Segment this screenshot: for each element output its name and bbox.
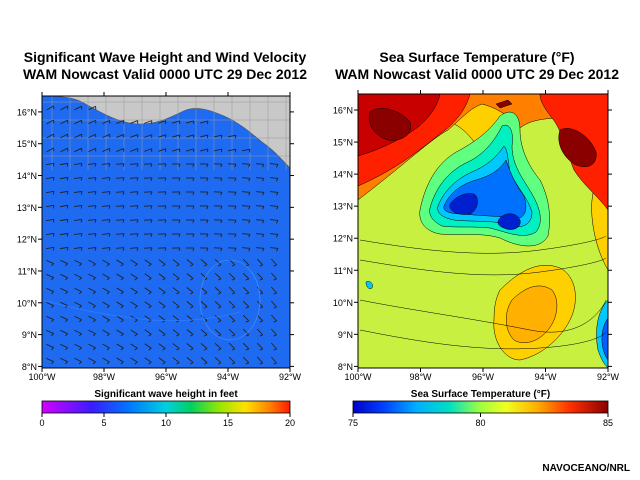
- right-lat-label: 10°N: [333, 298, 353, 308]
- right-lat-label: 11°N: [334, 266, 353, 276]
- right-lon-label: 98°W: [409, 372, 432, 382]
- left-lat-label: 14°N: [17, 171, 37, 181]
- wave-colorbar-label: Significant wave height in feet: [94, 389, 238, 400]
- left-sea-area: [42, 96, 290, 368]
- right-lon-label: 94°W: [534, 372, 557, 382]
- left-lon-label: 100°W: [28, 372, 56, 382]
- left-map-title: Significant Wave Height and Wind Velocit…: [5, 49, 325, 83]
- right-lat-label: 9°N: [338, 330, 353, 340]
- left-lon-label: 94°W: [217, 372, 240, 382]
- left-lat-label: 11°N: [18, 266, 37, 276]
- left-lat-label: 10°N: [17, 298, 37, 308]
- sst-colorbar-label: Sea Surface Temperature (°F): [410, 389, 551, 400]
- right-title-line2: WAM Nowcast Valid 0000 UTC 29 Dec 2012: [334, 66, 619, 82]
- right-title-line1: Sea Surface Temperature (°F): [379, 49, 575, 65]
- wave-contour-2: [42, 299, 241, 322]
- right-lat-label: 13°N: [333, 202, 353, 212]
- left-lon-label: 92°W: [279, 372, 302, 382]
- right-lon-label: 100°W: [344, 372, 372, 382]
- right-map-title: Sea Surface Temperature (°F) WAM Nowcast…: [318, 49, 636, 83]
- left-title-line2: WAM Nowcast Valid 0000 UTC 29 Dec 2012: [22, 66, 307, 82]
- left-lon-label: 98°W: [93, 372, 116, 382]
- right-lat-label: 8°N: [338, 362, 353, 372]
- sst-colorbar: 75 80 85: [348, 400, 613, 428]
- wave-colorbar-tick: 10: [161, 418, 171, 428]
- right-lat-label: 12°N: [333, 234, 353, 244]
- right-lat-label: 15°N: [333, 138, 353, 148]
- wave-colorbar: 0 5 10 15 20: [39, 400, 295, 428]
- credit-label: NAVOCEANO/NRL: [542, 463, 630, 474]
- right-lat-label: 14°N: [333, 170, 353, 180]
- right-lon-label: 96°W: [472, 372, 495, 382]
- left-title-line1: Significant Wave Height and Wind Velocit…: [23, 49, 307, 65]
- sst-colorbar-tick: 80: [475, 418, 485, 428]
- wave-colorbar-tick: 0: [39, 418, 44, 428]
- right-lon-label: 92°W: [597, 372, 620, 382]
- left-lon-label: 96°W: [155, 372, 178, 382]
- right-lat-label: 16°N: [333, 106, 353, 116]
- wind-barbs: [45, 105, 279, 365]
- wave-colorbar-tick: 5: [101, 418, 106, 428]
- left-lat-label: 8°N: [22, 362, 37, 372]
- sst-colorbar-tick: 75: [348, 418, 358, 428]
- left-lat-label: 16°N: [17, 107, 37, 117]
- left-lat-label: 12°N: [17, 235, 37, 245]
- wave-colorbar-tick: 20: [285, 418, 295, 428]
- left-lat-label: 13°N: [17, 203, 37, 213]
- wave-colorbar-tick: 15: [223, 418, 233, 428]
- left-lat-label: 15°N: [17, 139, 37, 149]
- left-lat-label: 9°N: [22, 330, 37, 340]
- sst-colorbar-tick: 85: [603, 418, 613, 428]
- wave-contour: [199, 259, 261, 341]
